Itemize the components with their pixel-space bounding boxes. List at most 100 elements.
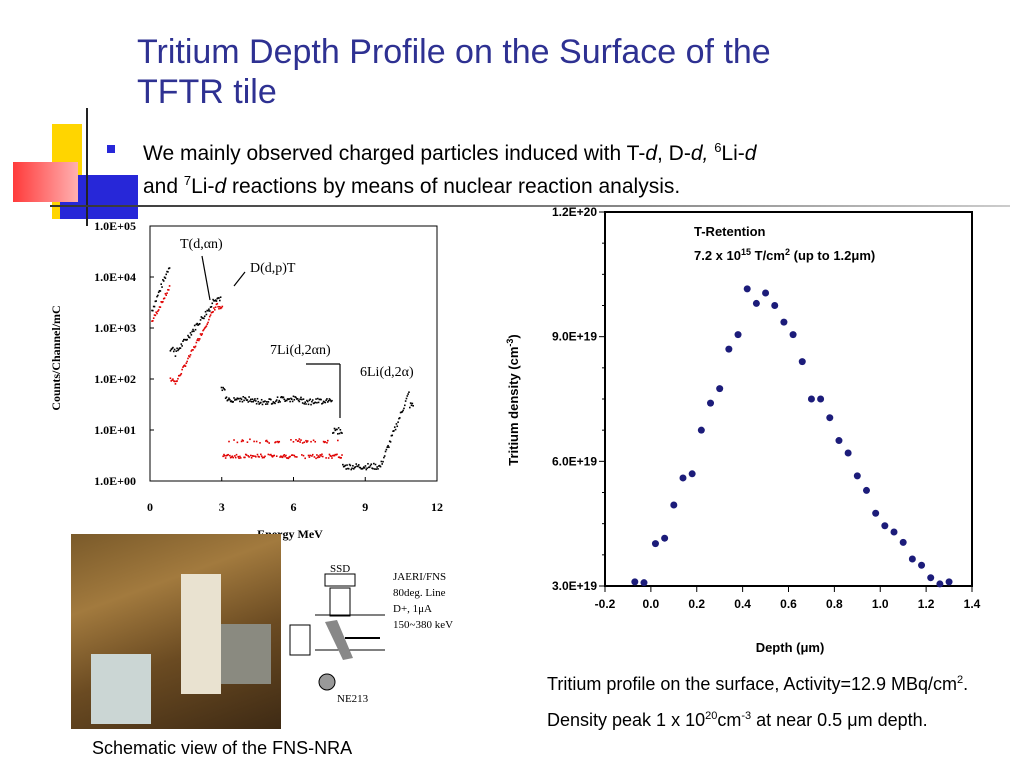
spectrum-point [360,468,363,470]
spectrum-point-red [208,315,211,318]
spectrum-point [366,467,368,469]
spectrum-point [219,296,222,299]
spectrum-point [193,324,196,327]
spectrum-point [371,467,373,470]
spectrum-point [179,347,182,349]
spectrum-point-red [261,456,264,459]
spectrum-point [295,396,297,399]
spectrum-point [372,467,374,470]
spectrum-point [381,463,383,465]
spectrum-point-red [340,456,342,459]
spectrum-point-red [259,442,261,444]
spectrum-point-red [341,454,343,456]
bullet-seg: and [143,175,184,198]
spectrum-point [403,407,405,410]
spectrum-point-red [279,456,281,458]
spectrum-point [294,396,296,398]
spectrum-point [172,350,175,353]
spectrum-point-red [281,456,284,459]
schematic-info-2: 80deg. Line [393,587,446,599]
spectrum-point-red [288,456,291,458]
chart-x-tick-label: 0.4 [734,597,751,611]
chart-point [725,345,733,353]
spectrum-ylabel: Counts/Channel/mC [49,305,63,410]
spectrum-point-red [209,314,212,316]
spectrum-point [373,462,375,465]
spectrum-point-red [287,457,290,460]
spectrum-point [405,397,408,400]
spectrum-point-red [189,354,192,356]
spectrum-point [188,336,190,338]
spectrum-point [213,299,216,302]
spectrum-point [162,280,165,282]
spectrum-point-red [313,456,316,458]
spectrum-point [191,330,193,333]
spectrum-point [369,464,372,467]
spectrum-point-red [284,455,286,458]
spectrum-y-tick-label: 1.0E+02 [94,372,136,386]
spectrum-arrow-1 [201,255,211,301]
spectrum-point [217,297,219,299]
chart-x-tick-label: 0.8 [826,597,843,611]
spectrum-point [406,395,409,397]
spectrum-point [362,466,365,468]
caption-seg: . Density peak 1 x 10 [547,674,969,730]
spectrum-point-red [265,440,267,442]
spectrum-point [292,395,295,398]
spectrum-point [325,399,327,402]
spectrum-point [363,467,366,469]
spectrum-point [184,338,187,341]
spectrum-point [315,398,317,400]
chart-point [743,285,751,293]
spectrum-y-tick-label: 1.0E+03 [94,321,136,335]
spectrum-point-red [205,325,208,327]
bullet-square-icon [107,145,115,153]
spectrum-point-red [157,310,159,313]
spectrum-point [162,279,164,281]
spectrum-point [318,398,321,401]
spectrum-point [367,462,369,465]
spectrum-y-tick-label: 1.0E+04 [94,270,136,284]
spectrum-point-red [222,455,224,458]
spectrum-point [288,398,291,400]
spectrum-point [365,468,368,471]
spectrum-point-red [185,362,188,365]
spectrum-point [392,430,394,433]
spectrum-point [285,399,288,402]
spectrum-point [198,323,200,326]
spectrum-point [158,289,161,292]
spectrum-point [301,402,304,404]
spectrum-point-red [220,306,223,309]
spectrum-point-red [169,377,172,380]
spectrum-point [258,403,260,405]
spectrum-point-red [285,454,287,457]
spectrum-point [247,401,250,403]
spectrum-point [298,400,301,403]
spectrum-point-red [162,300,164,303]
spectrum-point-red [244,453,247,456]
chart-x-tick-label: 1.2 [918,597,935,611]
spectrum-point-red [245,454,248,456]
spectrum-point-red [295,438,297,441]
spectrum-point-red [274,441,276,444]
spectrum-point-red [186,360,188,363]
spectrum-point [227,398,229,401]
spectrum-point-red [200,334,203,336]
spectrum-point [195,323,198,326]
chart-point [771,302,779,309]
spectrum-point [321,402,324,404]
chart-point [918,561,926,569]
spectrum-point [311,400,313,403]
spectrum-point-red [168,285,171,287]
spectrum-point [306,400,309,403]
spectrum-point [260,401,262,404]
spectrum-point [261,403,264,406]
spectrum-point [314,401,317,404]
spectrum-point [211,302,214,305]
spectrum-point-red [215,303,218,306]
spectrum-point-red [232,456,234,459]
spectrum-point [364,465,367,467]
spectrum-point-red [297,440,300,442]
spectrum-point-red [244,456,246,459]
spectrum-point-red [208,318,210,321]
